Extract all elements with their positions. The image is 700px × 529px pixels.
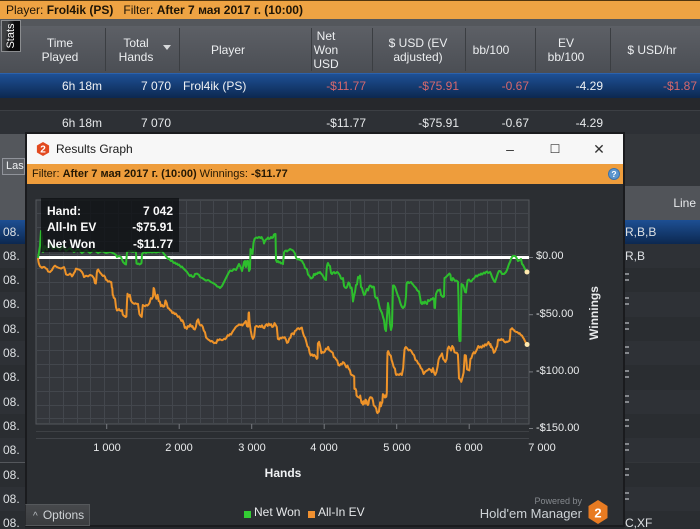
svg-text:2: 2 — [40, 145, 46, 156]
svg-text:?: ? — [611, 169, 616, 179]
svg-text:2: 2 — [594, 506, 601, 521]
